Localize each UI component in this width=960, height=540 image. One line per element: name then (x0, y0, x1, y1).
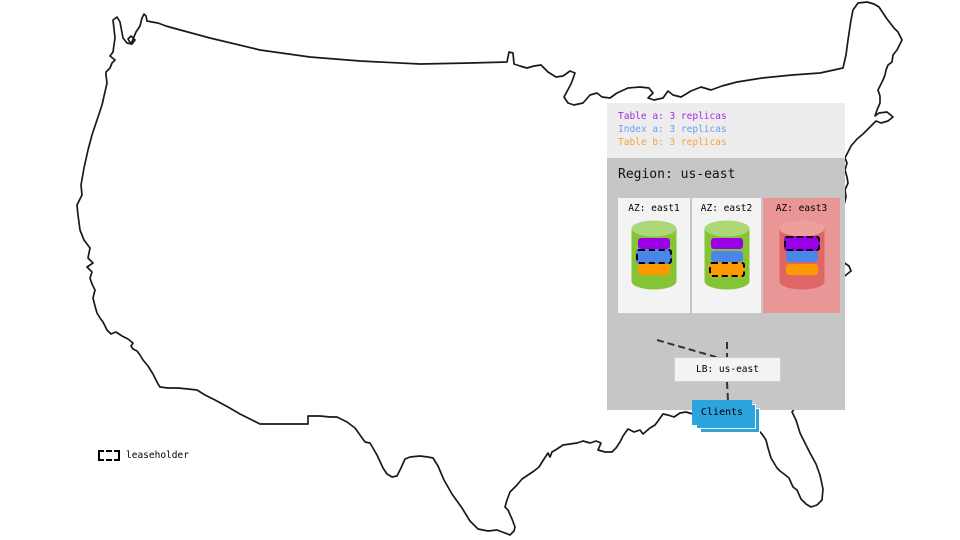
leaseholder-key: leaseholder (98, 450, 189, 461)
region-diagram-panel: Table a: 3 replicas Index a: 3 replicas … (607, 103, 845, 433)
database-node-east3 (779, 220, 825, 290)
replica-bar-table-b (638, 264, 670, 275)
replica-bar-table-a (710, 238, 743, 249)
database-node-east2 (704, 220, 750, 290)
legend-item-table-a: Table a: 3 replicas (618, 111, 727, 122)
az-east3-box-unavailable: AZ: east3 (763, 198, 840, 313)
leaseholder-key-label: leaseholder (126, 450, 189, 461)
load-balancer-label: LB: us-east (696, 364, 759, 375)
legend-item-table-b: Table b: 3 replicas (618, 137, 727, 148)
load-balancer-box: LB: us-east (674, 357, 781, 382)
replica-bar-table-b (785, 264, 818, 275)
us-continental-outline (76, 1, 903, 536)
database-node-east1 (631, 220, 677, 290)
az-east2-label: AZ: east2 (700, 203, 753, 214)
replica-bar-index-a (710, 251, 743, 262)
leaseholder-dashed-box-icon (98, 450, 120, 461)
legend-item-index-a: Index a: 3 replicas (618, 124, 727, 135)
replica-bar-table-b-leaseholder (708, 262, 745, 277)
clients-box: Clients (692, 400, 752, 425)
az-east1-box: AZ: east1 (618, 198, 690, 313)
replica-bar-index-a (785, 251, 818, 262)
replica-bar-table-a (638, 238, 670, 249)
replica-bar-table-a-leaseholder (783, 236, 820, 251)
az-east3-label: AZ: east3 (775, 203, 828, 214)
az-row: AZ: east1 AZ: east2 (618, 198, 840, 313)
clients-stack: Clients (692, 400, 760, 433)
replica-legend: Table a: 3 replicas Index a: 3 replicas … (607, 103, 845, 158)
az-east1-label: AZ: east1 (628, 203, 680, 214)
region-box: Region: us-east AZ: east1 (607, 158, 845, 433)
clients-label: Clients (700, 407, 744, 418)
connector-lb-to-clients (726, 381, 729, 402)
replica-bar-index-a-leaseholder (636, 249, 672, 264)
region-title: Region: us-east (618, 167, 736, 182)
az-east2-box: AZ: east2 (692, 198, 761, 313)
